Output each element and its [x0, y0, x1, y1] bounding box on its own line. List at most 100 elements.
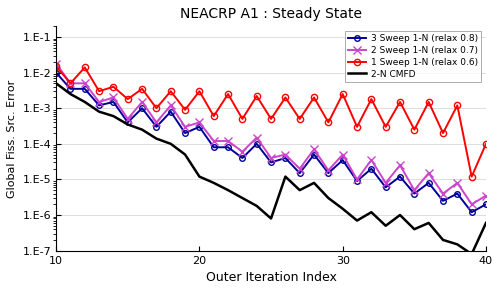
1 Sweep 1-N (relax 0.6) [268, 117, 274, 121]
2 Sweep 1-N (relax 0.7) [210, 139, 216, 143]
2-N CMFD [397, 213, 403, 217]
2-N CMFD [340, 207, 345, 210]
1 Sweep 1-N (relax 0.6) [196, 89, 202, 93]
3 Sweep 1-N (relax 0.8) [412, 192, 418, 195]
1 Sweep 1-N (relax 0.6) [426, 100, 432, 104]
1 Sweep 1-N (relax 0.6) [68, 81, 73, 85]
3 Sweep 1-N (relax 0.8) [296, 171, 302, 175]
2 Sweep 1-N (relax 0.7) [296, 167, 302, 171]
Line: 1 Sweep 1-N (relax 0.6): 1 Sweep 1-N (relax 0.6) [53, 63, 489, 180]
Line: 3 Sweep 1-N (relax 0.8): 3 Sweep 1-N (relax 0.8) [54, 70, 489, 215]
2 Sweep 1-N (relax 0.7) [440, 192, 446, 195]
3 Sweep 1-N (relax 0.8) [196, 125, 202, 129]
3 Sweep 1-N (relax 0.8) [326, 171, 332, 175]
3 Sweep 1-N (relax 0.8) [426, 181, 432, 184]
2 Sweep 1-N (relax 0.7) [82, 81, 88, 85]
3 Sweep 1-N (relax 0.8) [240, 156, 246, 160]
1 Sweep 1-N (relax 0.6) [468, 175, 474, 178]
3 Sweep 1-N (relax 0.8) [268, 161, 274, 164]
1 Sweep 1-N (relax 0.6) [210, 114, 216, 118]
2-N CMFD [210, 181, 216, 184]
2 Sweep 1-N (relax 0.7) [154, 121, 160, 124]
3 Sweep 1-N (relax 0.8) [210, 146, 216, 149]
1 Sweep 1-N (relax 0.6) [225, 92, 231, 96]
3 Sweep 1-N (relax 0.8) [154, 125, 160, 129]
3 Sweep 1-N (relax 0.8) [96, 104, 102, 107]
2-N CMFD [296, 188, 302, 192]
2 Sweep 1-N (relax 0.7) [240, 150, 246, 153]
3 Sweep 1-N (relax 0.8) [340, 158, 345, 162]
2-N CMFD [326, 196, 332, 200]
2 Sweep 1-N (relax 0.7) [382, 181, 388, 184]
1 Sweep 1-N (relax 0.6) [110, 85, 116, 88]
2 Sweep 1-N (relax 0.7) [196, 121, 202, 124]
2 Sweep 1-N (relax 0.7) [68, 81, 73, 85]
2 Sweep 1-N (relax 0.7) [397, 164, 403, 167]
1 Sweep 1-N (relax 0.6) [139, 87, 145, 91]
3 Sweep 1-N (relax 0.8) [354, 179, 360, 183]
2-N CMFD [154, 137, 160, 140]
1 Sweep 1-N (relax 0.6) [412, 128, 418, 132]
1 Sweep 1-N (relax 0.6) [182, 108, 188, 111]
2-N CMFD [125, 123, 131, 126]
3 Sweep 1-N (relax 0.8) [182, 131, 188, 135]
1 Sweep 1-N (relax 0.6) [311, 96, 317, 99]
2 Sweep 1-N (relax 0.7) [110, 96, 116, 99]
2 Sweep 1-N (relax 0.7) [368, 158, 374, 162]
2-N CMFD [196, 175, 202, 178]
2-N CMFD [468, 252, 474, 256]
2 Sweep 1-N (relax 0.7) [168, 104, 173, 107]
2-N CMFD [412, 228, 418, 231]
2-N CMFD [82, 100, 88, 104]
2 Sweep 1-N (relax 0.7) [268, 156, 274, 160]
3 Sweep 1-N (relax 0.8) [139, 107, 145, 110]
Y-axis label: Global Fiss. Src. Error: Global Fiss. Src. Error [7, 79, 17, 198]
1 Sweep 1-N (relax 0.6) [282, 96, 288, 99]
2 Sweep 1-N (relax 0.7) [139, 100, 145, 104]
1 Sweep 1-N (relax 0.6) [483, 142, 489, 146]
2-N CMFD [110, 114, 116, 118]
2 Sweep 1-N (relax 0.7) [96, 100, 102, 104]
3 Sweep 1-N (relax 0.8) [282, 156, 288, 160]
1 Sweep 1-N (relax 0.6) [82, 66, 88, 69]
2 Sweep 1-N (relax 0.7) [182, 125, 188, 129]
3 Sweep 1-N (relax 0.8) [454, 192, 460, 195]
2-N CMFD [168, 142, 173, 146]
3 Sweep 1-N (relax 0.8) [397, 175, 403, 178]
1 Sweep 1-N (relax 0.6) [354, 125, 360, 129]
Title: NEACRP A1 : Steady State: NEACRP A1 : Steady State [180, 7, 362, 21]
2-N CMFD [240, 196, 246, 200]
2-N CMFD [268, 217, 274, 220]
1 Sweep 1-N (relax 0.6) [154, 107, 160, 110]
2 Sweep 1-N (relax 0.7) [483, 194, 489, 197]
2-N CMFD [354, 219, 360, 222]
1 Sweep 1-N (relax 0.6) [296, 117, 302, 121]
2-N CMFD [483, 221, 489, 225]
1 Sweep 1-N (relax 0.6) [454, 104, 460, 107]
2-N CMFD [368, 210, 374, 214]
3 Sweep 1-N (relax 0.8) [53, 71, 59, 74]
3 Sweep 1-N (relax 0.8) [225, 146, 231, 149]
1 Sweep 1-N (relax 0.6) [53, 65, 59, 68]
2-N CMFD [440, 238, 446, 242]
2 Sweep 1-N (relax 0.7) [225, 139, 231, 143]
3 Sweep 1-N (relax 0.8) [311, 153, 317, 156]
1 Sweep 1-N (relax 0.6) [440, 131, 446, 135]
3 Sweep 1-N (relax 0.8) [468, 210, 474, 214]
1 Sweep 1-N (relax 0.6) [340, 92, 345, 96]
2 Sweep 1-N (relax 0.7) [354, 178, 360, 181]
2-N CMFD [382, 224, 388, 228]
2-N CMFD [426, 221, 432, 225]
2 Sweep 1-N (relax 0.7) [53, 62, 59, 65]
3 Sweep 1-N (relax 0.8) [110, 100, 116, 104]
2-N CMFD [96, 110, 102, 113]
2 Sweep 1-N (relax 0.7) [125, 117, 131, 121]
1 Sweep 1-N (relax 0.6) [326, 121, 332, 124]
1 Sweep 1-N (relax 0.6) [368, 97, 374, 101]
3 Sweep 1-N (relax 0.8) [254, 142, 260, 146]
2 Sweep 1-N (relax 0.7) [311, 148, 317, 151]
1 Sweep 1-N (relax 0.6) [168, 89, 173, 93]
1 Sweep 1-N (relax 0.6) [382, 125, 388, 129]
Line: 2 Sweep 1-N (relax 0.7): 2 Sweep 1-N (relax 0.7) [52, 59, 490, 208]
1 Sweep 1-N (relax 0.6) [240, 117, 246, 121]
